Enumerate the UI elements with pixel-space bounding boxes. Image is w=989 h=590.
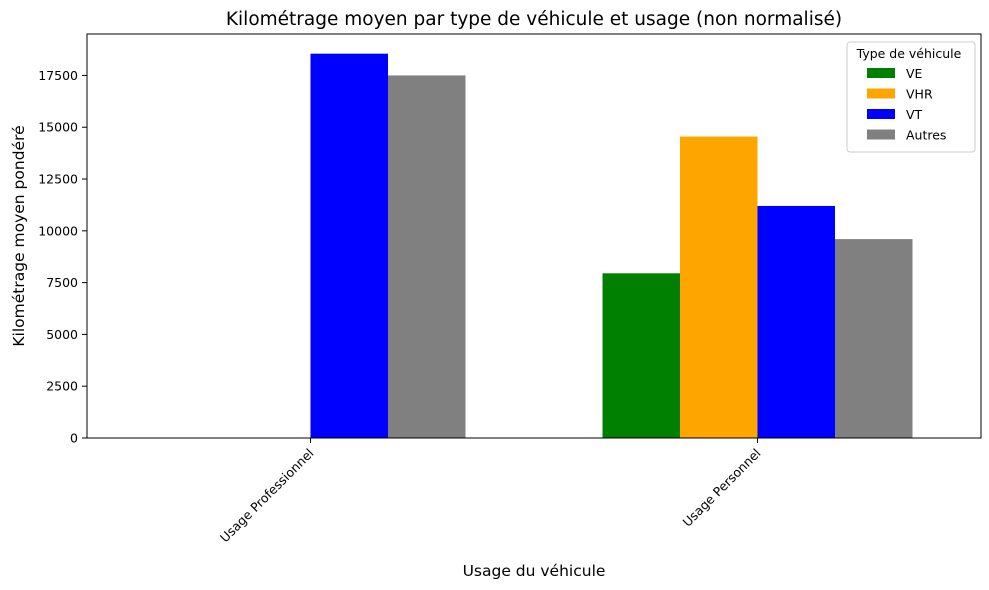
bar-vhr-1 (680, 136, 758, 439)
y-tick-label: 17500 (38, 68, 78, 83)
legend-swatch-vhr (867, 88, 895, 99)
plot-frame (86, 33, 982, 439)
legend-swatch-autres (867, 129, 895, 140)
bar-autres-1 (835, 239, 913, 438)
y-tick-label: 10000 (38, 223, 78, 238)
y-tick-label: 0 (70, 431, 78, 446)
legend-swatch-vt (867, 109, 895, 119)
y-axis-label: Kilométrage moyen pondéré (10, 125, 28, 346)
legend-label-vt: VT (906, 107, 923, 122)
x-tick-label: Usage Professionnel (217, 446, 317, 546)
y-tick-label: 12500 (38, 172, 78, 187)
y-tick-label: 7500 (46, 275, 78, 290)
chart-title: Kilométrage moyen par type de véhicule e… (226, 9, 842, 30)
legend-label-autres: Autres (906, 128, 946, 143)
bar-vt-1 (757, 205, 835, 438)
y-tick-label: 2500 (46, 379, 78, 394)
x-axis-label: Usage du véhicule (463, 562, 606, 580)
bar-autres-0 (388, 75, 466, 438)
bars-layer (310, 53, 913, 439)
legend: Type de véhicule VE VHR VT Autres (846, 41, 976, 153)
legend-label-ve: VE (906, 66, 923, 81)
bar-ve-1 (602, 273, 680, 438)
legend-label-vhr: VHR (906, 87, 933, 102)
legend-swatch-ve (867, 68, 895, 78)
x-tick-label: Usage Personnel (679, 446, 763, 530)
legend-items: VE VHR VT Autres (867, 66, 946, 143)
legend-title: Type de véhicule (856, 46, 962, 61)
bar-vt-0 (310, 53, 388, 438)
y-tick-label: 5000 (46, 327, 78, 342)
y-tick-label: 15000 (38, 120, 78, 135)
